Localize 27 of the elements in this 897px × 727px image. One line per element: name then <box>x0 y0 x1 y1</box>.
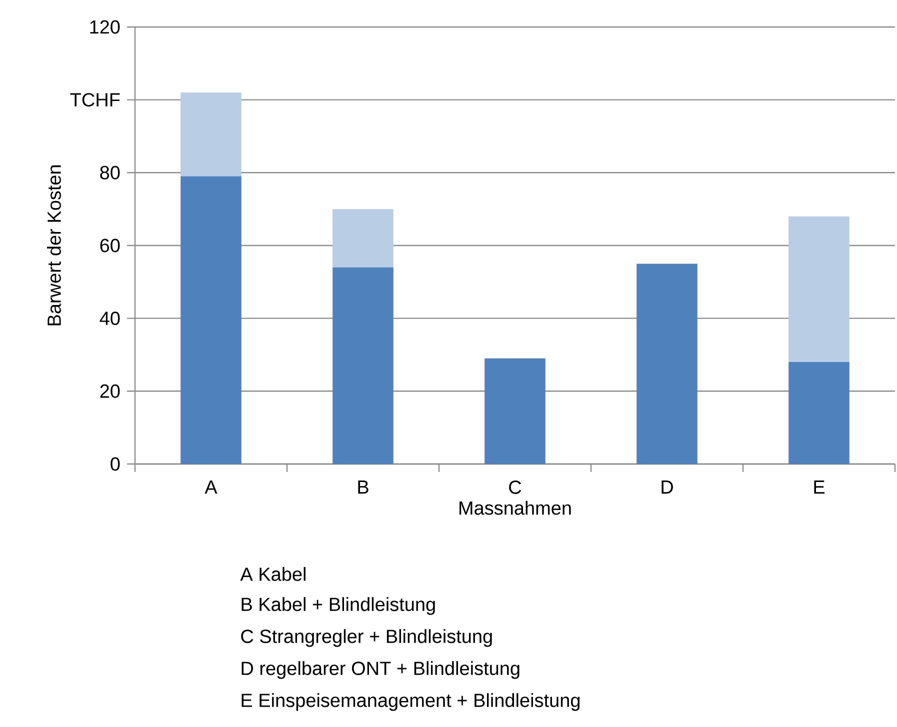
y-tick-label: 60 <box>100 238 120 252</box>
x-tick-label: A <box>204 480 218 494</box>
x-tick-label: E <box>814 480 825 494</box>
x-tick-label: C <box>509 480 522 494</box>
text: B Kabel + Blindleistung <box>242 597 435 615</box>
y-tick-label: 20 <box>100 384 120 398</box>
bar <box>332 267 394 464</box>
x-tick-label: B <box>358 480 368 494</box>
bar <box>484 358 546 464</box>
text: C Strangregler + Blindleistung <box>241 629 492 647</box>
bar <box>788 216 850 362</box>
text: A Kabel <box>240 567 306 581</box>
bar <box>788 362 850 464</box>
x-tick-label: D <box>662 480 673 494</box>
y-axis-title: Barwert der Kosten <box>47 165 61 326</box>
y-tick-label: 0 <box>110 457 120 471</box>
text: D regelbarer ONT + Blindleistung <box>242 661 520 679</box>
text: E Einspeisemanagement + Blindleistung <box>242 693 580 711</box>
y-tick-label: 120 <box>90 20 120 34</box>
bar <box>332 209 394 268</box>
y-tick-label: 40 <box>100 312 120 326</box>
bar <box>180 92 242 176</box>
bar <box>180 176 242 464</box>
y-tick-label: 80 <box>100 166 120 180</box>
x-axis-title: Massnahmen <box>460 500 571 515</box>
y-tick-label: TCHF <box>70 93 120 107</box>
bar <box>636 264 698 464</box>
